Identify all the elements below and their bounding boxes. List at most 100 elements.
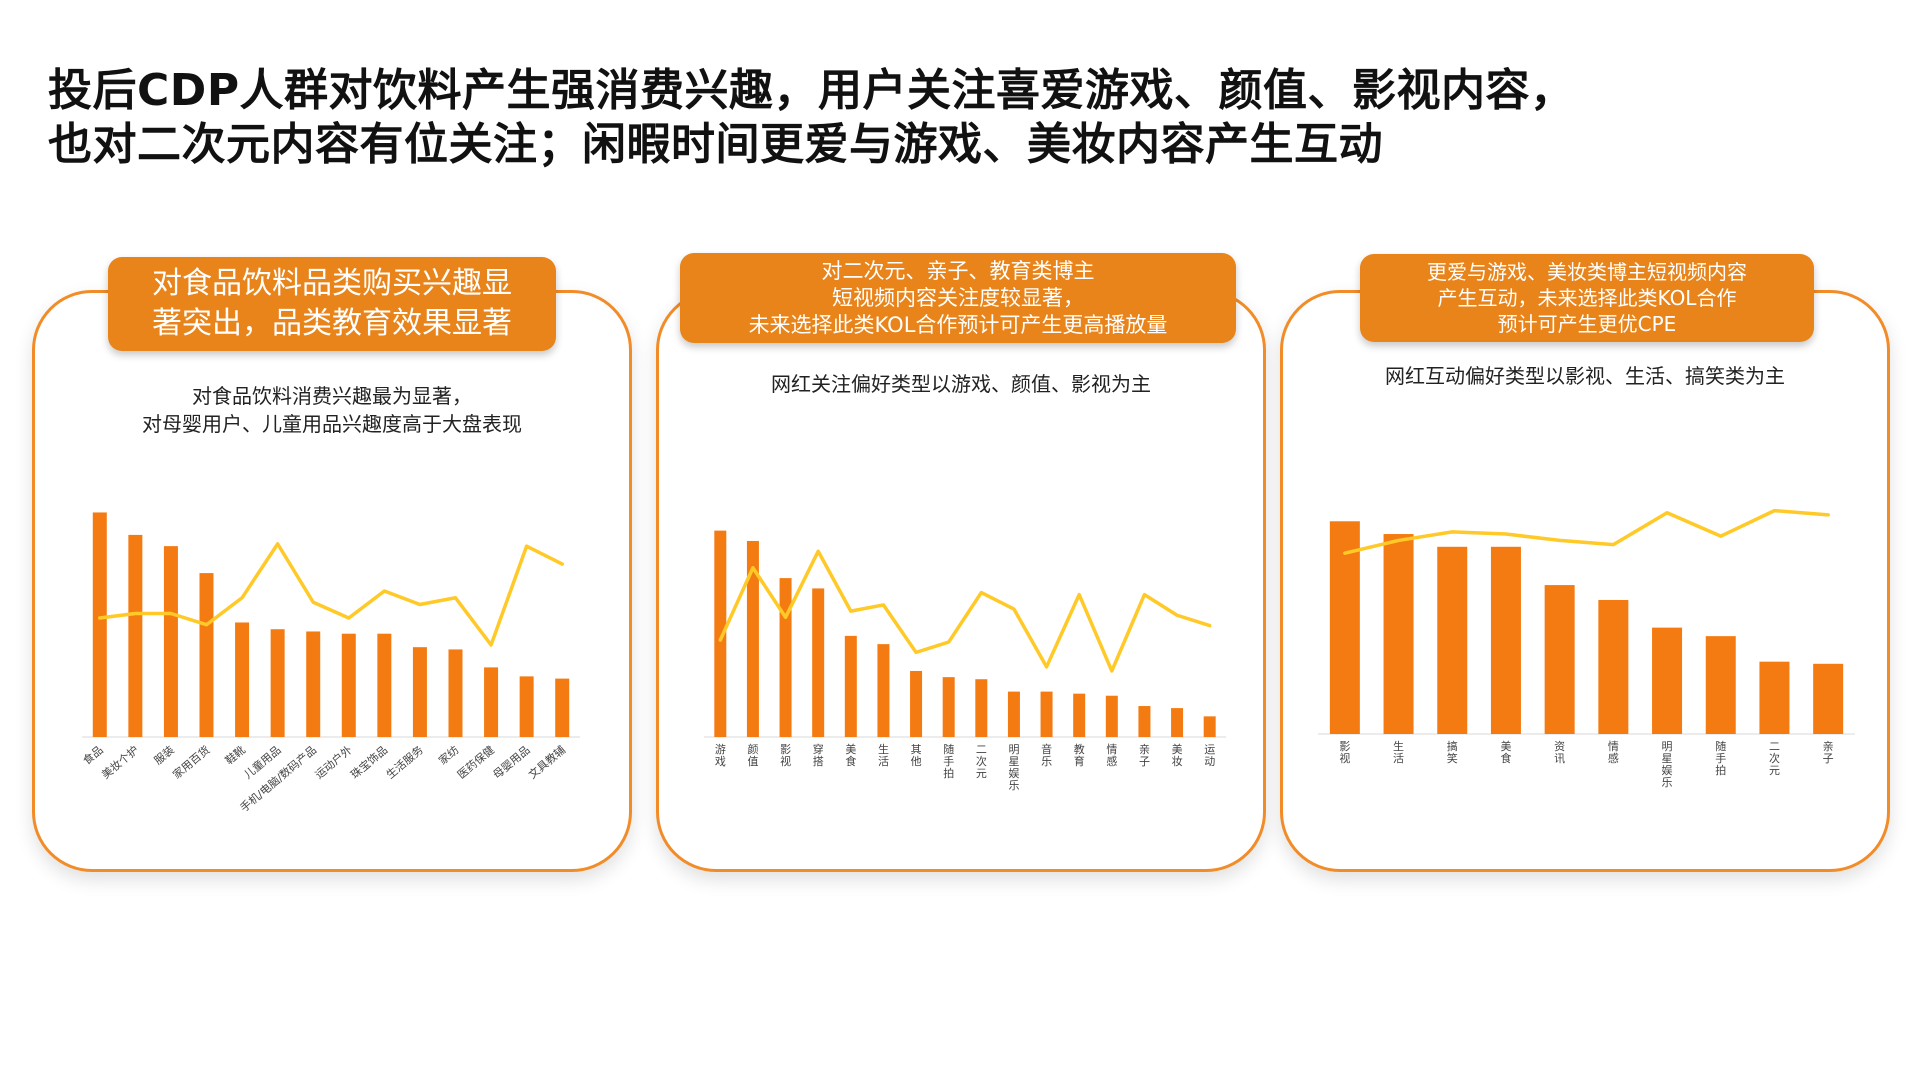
bar-9 bbox=[377, 633, 392, 737]
panel-1-banner: 对食品饮料品类购买兴趣显 著突出，品类教育效果显著 bbox=[108, 257, 556, 351]
category-label-9: 二次元 bbox=[976, 743, 987, 780]
category-label-10: 亲子 bbox=[1823, 739, 1834, 765]
bar-10 bbox=[1007, 691, 1020, 737]
bar-2 bbox=[1383, 534, 1414, 734]
panel-3-banner: 更爱与游戏、美妆类博主短视频内容 产生互动，未来选择此类KOL合作 预计可产生更… bbox=[1360, 254, 1814, 342]
panel-1-banner-line-2: 著突出，品类教育效果显著 bbox=[152, 306, 512, 341]
panel-2-banner-line-1: 对二次元、亲子、教育类博主 bbox=[821, 258, 1095, 283]
bar-13 bbox=[519, 676, 534, 737]
category-label-2: 美妆个护 bbox=[99, 743, 142, 782]
category-label-13: 母婴用品 bbox=[491, 743, 533, 781]
panel-3-banner-line-1: 更爱与游戏、美妆类博主短视频内容 bbox=[1427, 260, 1747, 284]
bar-2 bbox=[128, 534, 143, 737]
bar-2 bbox=[746, 540, 759, 737]
category-label-13: 情感 bbox=[1106, 743, 1117, 768]
category-label-14: 文具教辅 bbox=[525, 743, 568, 782]
panel-3-subtitle-line-1: 网红互动偏好类型以影视、生活、搞笑类为主 bbox=[1385, 364, 1785, 388]
bar-8 bbox=[942, 677, 955, 737]
bar-3 bbox=[1437, 546, 1468, 734]
category-label-4: 家用百货 bbox=[170, 743, 213, 782]
panel-3-banner-line-3: 预计可产生更优CPE bbox=[1497, 312, 1677, 336]
trend-line bbox=[98, 542, 564, 647]
category-label-9: 珠宝饰品 bbox=[348, 743, 391, 782]
bar-10 bbox=[412, 647, 427, 737]
category-label-8: 运动户外 bbox=[312, 743, 355, 782]
page-title-line-2: 也对二次元内容有位关注；闲暇时间更爱与游戏、美妆内容产生互动 bbox=[48, 119, 1383, 170]
category-label-12: 医药保健 bbox=[454, 743, 497, 782]
trend-line bbox=[718, 549, 1212, 673]
bar-14 bbox=[1138, 706, 1151, 737]
category-label-1: 影视 bbox=[1339, 740, 1350, 765]
bar-15 bbox=[1171, 708, 1184, 737]
bar-7 bbox=[306, 631, 321, 737]
category-label-11: 家纺 bbox=[436, 743, 462, 768]
category-label-7: 明星娱乐 bbox=[1662, 740, 1673, 789]
bar-11 bbox=[1040, 691, 1053, 737]
page-title-line-1: 投后CDP人群对饮料产生强消费兴趣，用户关注喜爱游戏、颜值、影视内容， bbox=[48, 65, 1575, 116]
category-label-12: 教育 bbox=[1074, 743, 1085, 768]
category-label-14: 亲子 bbox=[1139, 742, 1150, 768]
category-label-2: 颜值 bbox=[747, 743, 758, 768]
bar-5 bbox=[844, 635, 857, 737]
bar-7 bbox=[910, 670, 923, 737]
category-label-2: 生活 bbox=[1393, 739, 1404, 765]
bar-1 bbox=[92, 512, 107, 737]
panel-3-subtitle: 网红互动偏好类型以影视、生活、搞笑类为主 bbox=[1310, 362, 1860, 390]
bar-6 bbox=[270, 629, 285, 737]
bar-8 bbox=[341, 633, 356, 737]
bar-1 bbox=[714, 530, 727, 737]
bar-11 bbox=[448, 649, 463, 737]
panel-2-subtitle: 网红关注偏好类型以游戏、颜值、影视为主 bbox=[686, 370, 1236, 398]
bar-16 bbox=[1203, 716, 1216, 737]
bar-6 bbox=[877, 644, 890, 737]
bar-8 bbox=[1705, 636, 1736, 734]
panel-kol-interaction bbox=[1280, 290, 1890, 872]
panel-2-banner: 对二次元、亲子、教育类博主 短视频内容关注度较显著， 未来选择此类KOL合作预计… bbox=[680, 253, 1236, 343]
category-label-1: 食品 bbox=[80, 743, 106, 768]
category-label-4: 美食 bbox=[1500, 740, 1511, 765]
bar-13 bbox=[1105, 695, 1118, 737]
bar-1 bbox=[1329, 521, 1360, 734]
category-label-5: 鞋靴 bbox=[222, 743, 248, 768]
bar-3 bbox=[163, 546, 178, 737]
panel-2-banner-line-2: 短视频内容关注度较显著， bbox=[832, 285, 1084, 310]
category-label-11: 音乐 bbox=[1041, 742, 1052, 768]
panel-2-banner-line-3: 未来选择此类KOL合作预计可产生更高播放量 bbox=[748, 312, 1168, 337]
bar-5 bbox=[1544, 585, 1575, 734]
panel-1-subtitle-line-2: 对母婴用户、儿童用品兴趣度高于大盘表现 bbox=[142, 412, 522, 436]
panel-1-subtitle-line-1: 对食品饮料消费兴趣最为显著， bbox=[192, 384, 472, 408]
category-label-3: 搞笑 bbox=[1447, 739, 1458, 765]
page-title: 投后CDP人群对饮料产生强消费兴趣，用户关注喜爱游戏、颜值、影视内容， 也对二次… bbox=[48, 64, 1848, 172]
panel-1-banner-line-1: 对食品饮料品类购买兴趣显 bbox=[152, 266, 512, 301]
panel-1-subtitle: 对食品饮料消费兴趣最为显著， 对母婴用户、儿童用品兴趣度高于大盘表现 bbox=[82, 382, 582, 438]
category-label-4: 穿搭 bbox=[813, 742, 824, 768]
bar-9 bbox=[1759, 661, 1790, 734]
panel-2-subtitle-line-1: 网红关注偏好类型以游戏、颜值、影视为主 bbox=[771, 372, 1151, 396]
category-label-5: 美食 bbox=[845, 743, 856, 768]
category-label-1: 游戏 bbox=[715, 743, 726, 768]
bar-3 bbox=[779, 578, 792, 737]
bar-7 bbox=[1652, 627, 1683, 734]
category-label-7: 其他 bbox=[911, 743, 922, 768]
bar-4 bbox=[1490, 546, 1521, 734]
category-label-15: 美妆 bbox=[1172, 743, 1183, 768]
category-label-9: 二次元 bbox=[1769, 740, 1780, 777]
bar-12 bbox=[484, 667, 499, 737]
trend-line bbox=[1343, 508, 1830, 555]
category-label-8: 随手拍 bbox=[943, 742, 954, 780]
category-label-10: 明星娱乐 bbox=[1008, 743, 1019, 792]
chart-3: 影视 生活 搞笑 美食 资讯 情感 明星娱乐 随手拍 二次元 亲子 bbox=[1318, 508, 1855, 789]
category-label-16: 运动 bbox=[1204, 743, 1215, 768]
category-label-5: 资讯 bbox=[1554, 740, 1565, 765]
bar-10 bbox=[1813, 663, 1844, 734]
category-label-3: 服装 bbox=[152, 743, 177, 767]
category-label-6: 生活 bbox=[878, 742, 889, 768]
category-label-3: 影视 bbox=[780, 743, 791, 768]
bar-6 bbox=[1598, 599, 1629, 734]
bar-5 bbox=[235, 622, 250, 737]
bar-14 bbox=[555, 678, 570, 737]
bar-12 bbox=[1073, 693, 1086, 737]
